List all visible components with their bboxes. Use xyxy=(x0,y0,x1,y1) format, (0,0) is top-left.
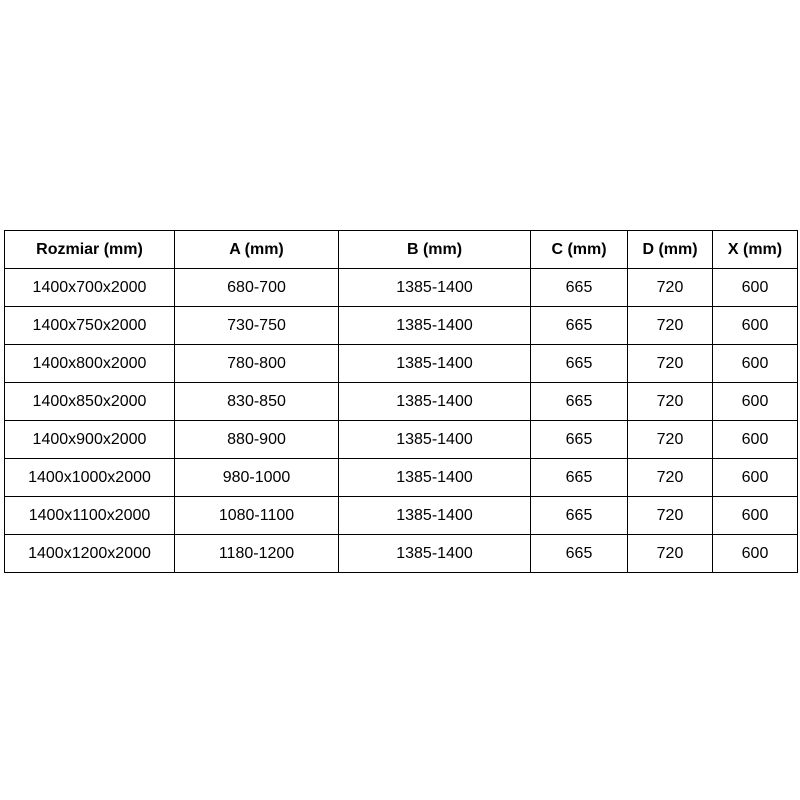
cell-b: 1385-1400 xyxy=(338,420,531,459)
table-row: 1400x700x2000 680-700 1385-1400 665 720 600 xyxy=(4,268,798,307)
cell-d: 720 xyxy=(627,496,713,535)
cell-a: 830-850 xyxy=(174,382,339,421)
cell-size: 1400x1200x2000 xyxy=(4,534,175,573)
cell-c: 665 xyxy=(530,382,628,421)
cell-d: 720 xyxy=(627,382,713,421)
dimensions-table: Rozmiar (mm) A (mm) B (mm) C (mm) D (mm) X (m… xyxy=(4,230,798,573)
column-header-a: A (mm) xyxy=(174,230,339,269)
cell-b: 1385-1400 xyxy=(338,306,531,345)
cell-x: 600 xyxy=(712,534,798,573)
cell-d: 720 xyxy=(627,344,713,383)
cell-size: 1400x900x2000 xyxy=(4,420,175,459)
column-header-size: Rozmiar (mm) xyxy=(4,230,175,269)
header-row: Rozmiar (mm) A (mm) B (mm) C (mm) D (mm) X (m… xyxy=(4,230,798,269)
cell-b: 1385-1400 xyxy=(338,382,531,421)
cell-x: 600 xyxy=(712,496,798,535)
cell-c: 665 xyxy=(530,344,628,383)
cell-a: 980-1000 xyxy=(174,458,339,497)
table-row: 1400x1100x2000 1080-1100 1385-1400 665 720 60… xyxy=(4,496,798,535)
cell-d: 720 xyxy=(627,306,713,345)
cell-b: 1385-1400 xyxy=(338,534,531,573)
cell-a: 1180-1200 xyxy=(174,534,339,573)
cell-x: 600 xyxy=(712,420,798,459)
table-row: 1400x750x2000 730-750 1385-1400 665 720 600 xyxy=(4,306,798,345)
cell-d: 720 xyxy=(627,534,713,573)
cell-a: 1080-1100 xyxy=(174,496,339,535)
table-row: 1400x850x2000 830-850 1385-1400 665 720 600 xyxy=(4,382,798,421)
cell-size: 1400x750x2000 xyxy=(4,306,175,345)
cell-d: 720 xyxy=(627,420,713,459)
table-row: 1400x900x2000 880-900 1385-1400 665 720 600 xyxy=(4,420,798,459)
cell-size: 1400x850x2000 xyxy=(4,382,175,421)
cell-c: 665 xyxy=(530,420,628,459)
cell-a: 880-900 xyxy=(174,420,339,459)
cell-d: 720 xyxy=(627,458,713,497)
column-header-d: D (mm) xyxy=(627,230,713,269)
cell-b: 1385-1400 xyxy=(338,344,531,383)
cell-size: 1400x1000x2000 xyxy=(4,458,175,497)
cell-c: 665 xyxy=(530,458,628,497)
cell-x: 600 xyxy=(712,344,798,383)
table-row: 1400x1000x2000 980-1000 1385-1400 665 720 600 xyxy=(4,458,798,497)
cell-size: 1400x1100x2000 xyxy=(4,496,175,535)
column-header-c: C (mm) xyxy=(530,230,628,269)
cell-c: 665 xyxy=(530,534,628,573)
cell-x: 600 xyxy=(712,382,798,421)
cell-b: 1385-1400 xyxy=(338,268,531,307)
cell-a: 730-750 xyxy=(174,306,339,345)
cell-x: 600 xyxy=(712,306,798,345)
cell-size: 1400x700x2000 xyxy=(4,268,175,307)
column-header-x: X (mm) xyxy=(712,230,798,269)
cell-c: 665 xyxy=(530,268,628,307)
cell-c: 665 xyxy=(530,306,628,345)
cell-a: 780-800 xyxy=(174,344,339,383)
cell-d: 720 xyxy=(627,268,713,307)
column-header-b: B (mm) xyxy=(338,230,531,269)
cell-c: 665 xyxy=(530,496,628,535)
cell-b: 1385-1400 xyxy=(338,496,531,535)
cell-x: 600 xyxy=(712,268,798,307)
cell-a: 680-700 xyxy=(174,268,339,307)
table-row: 1400x1200x2000 1180-1200 1385-1400 665 720 60… xyxy=(4,534,798,573)
cell-x: 600 xyxy=(712,458,798,497)
table-row: 1400x800x2000 780-800 1385-1400 665 720 600 xyxy=(4,344,798,383)
cell-size: 1400x800x2000 xyxy=(4,344,175,383)
cell-b: 1385-1400 xyxy=(338,458,531,497)
